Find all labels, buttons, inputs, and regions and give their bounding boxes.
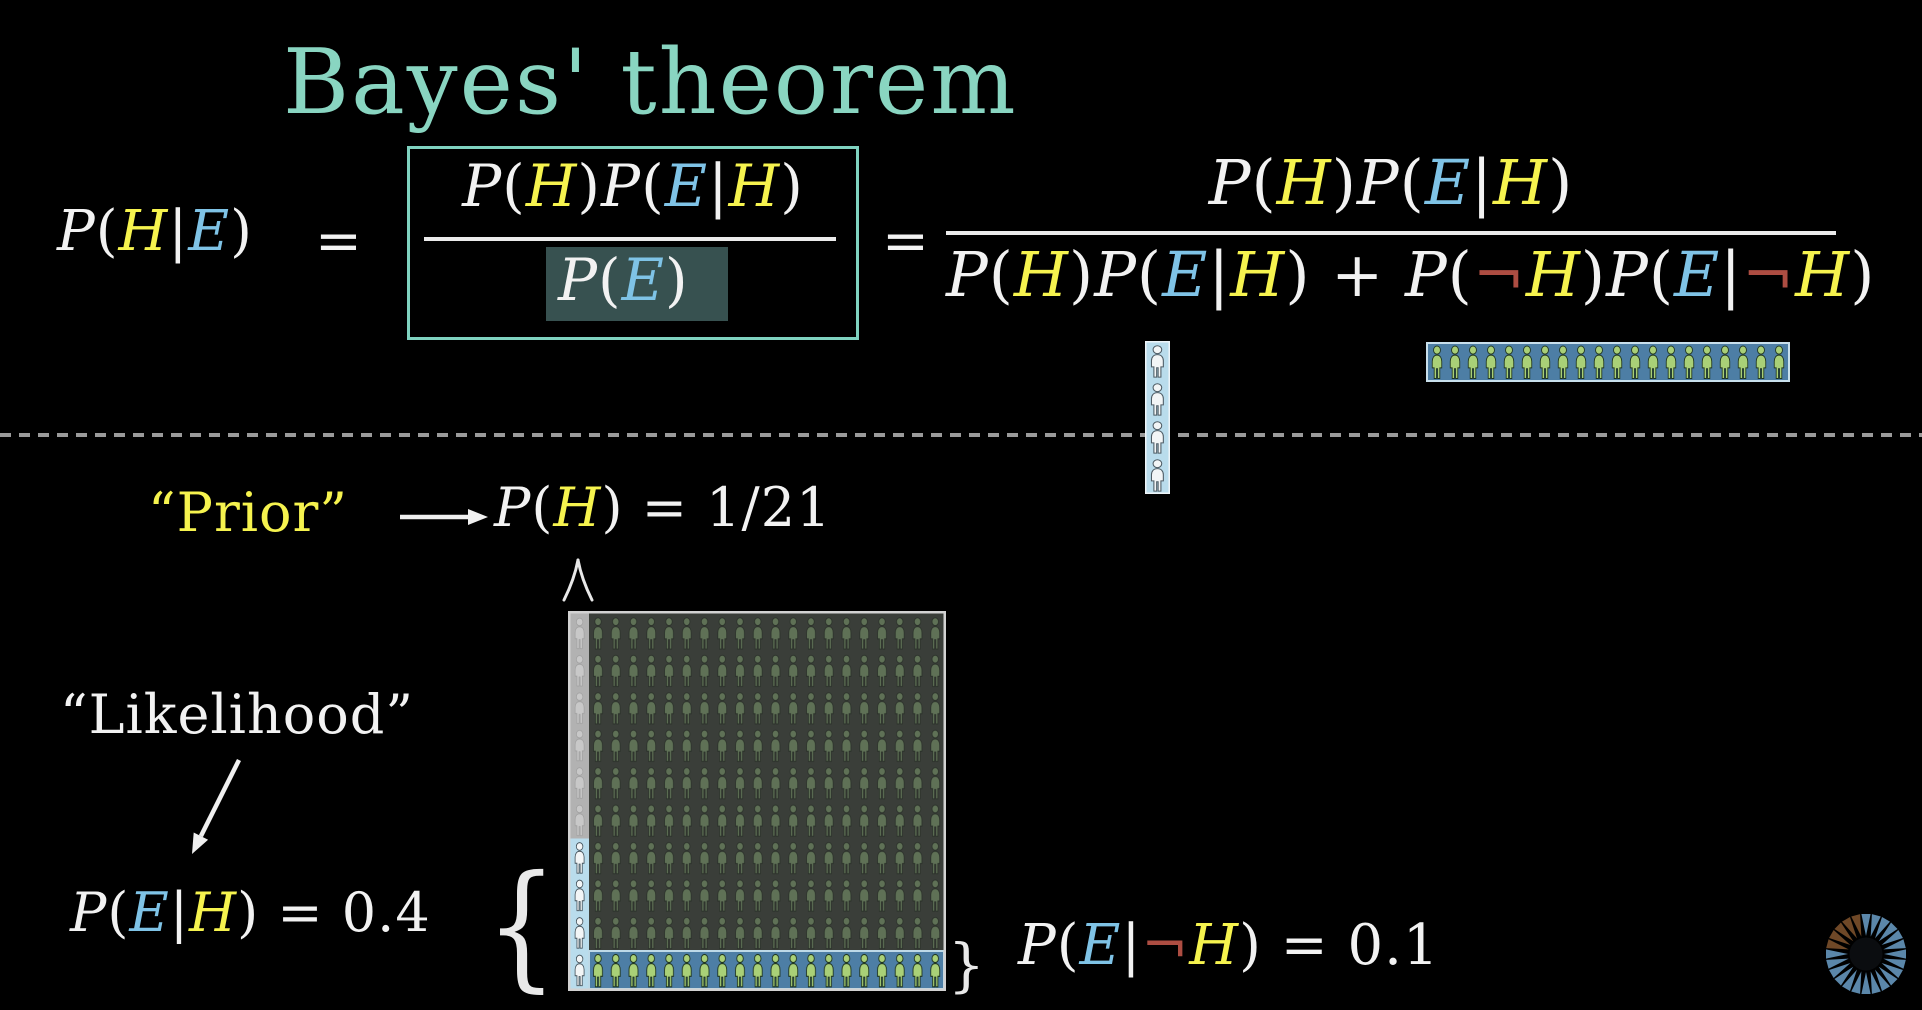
right-brace: }: [948, 931, 986, 999]
equals-sign-1: =: [315, 209, 363, 274]
formula-lhs: P(H|E): [57, 199, 254, 264]
prior-formula: P(H) = 1/21: [494, 476, 832, 539]
left-brace: {: [486, 847, 559, 1006]
likelihood-label: “Likelihood”: [60, 683, 414, 746]
person-icon: [570, 613, 589, 839]
person-icon: [570, 838, 589, 989]
up-caret-icon: [562, 558, 594, 602]
h-sample-strip: [1145, 341, 1170, 494]
prior-label: “Prior”: [148, 481, 348, 544]
page-title: Bayes' theorem: [283, 30, 1018, 135]
person-icon: [1427, 343, 1789, 381]
not-h-sample-strip: [1426, 342, 1790, 382]
person-icon: [589, 951, 944, 989]
expanded-fraction-bar: [946, 231, 1836, 235]
boxed-denominator: P(E): [558, 246, 689, 314]
3blue1brown-logo-icon: [1826, 914, 1906, 994]
expanded-denominator: P(H)P(E|H) + P(¬H)P(E|¬H): [946, 238, 1876, 311]
person-icon: [1145, 341, 1170, 494]
bayes-formula-box: P(H)P(E|H) P(E): [407, 146, 859, 340]
person-icon: [589, 613, 944, 951]
evidence-highlight: [546, 247, 728, 321]
not-hypothesis-formula: P(E|¬H) = 0.1: [1018, 913, 1440, 978]
boxed-fraction-bar: [424, 237, 836, 241]
boxed-numerator: P(H)P(E|H): [462, 152, 804, 220]
expanded-numerator: P(H)P(E|H): [1208, 146, 1574, 219]
down-left-arrow-icon: [192, 758, 242, 854]
dashed-separator-line: [0, 433, 1922, 437]
grid-frame: [568, 611, 946, 991]
likelihood-formula: P(E|H) = 0.4: [70, 881, 431, 944]
right-arrow-icon: [400, 509, 488, 525]
population-grid: [568, 611, 946, 991]
equals-sign-2: =: [882, 209, 930, 274]
